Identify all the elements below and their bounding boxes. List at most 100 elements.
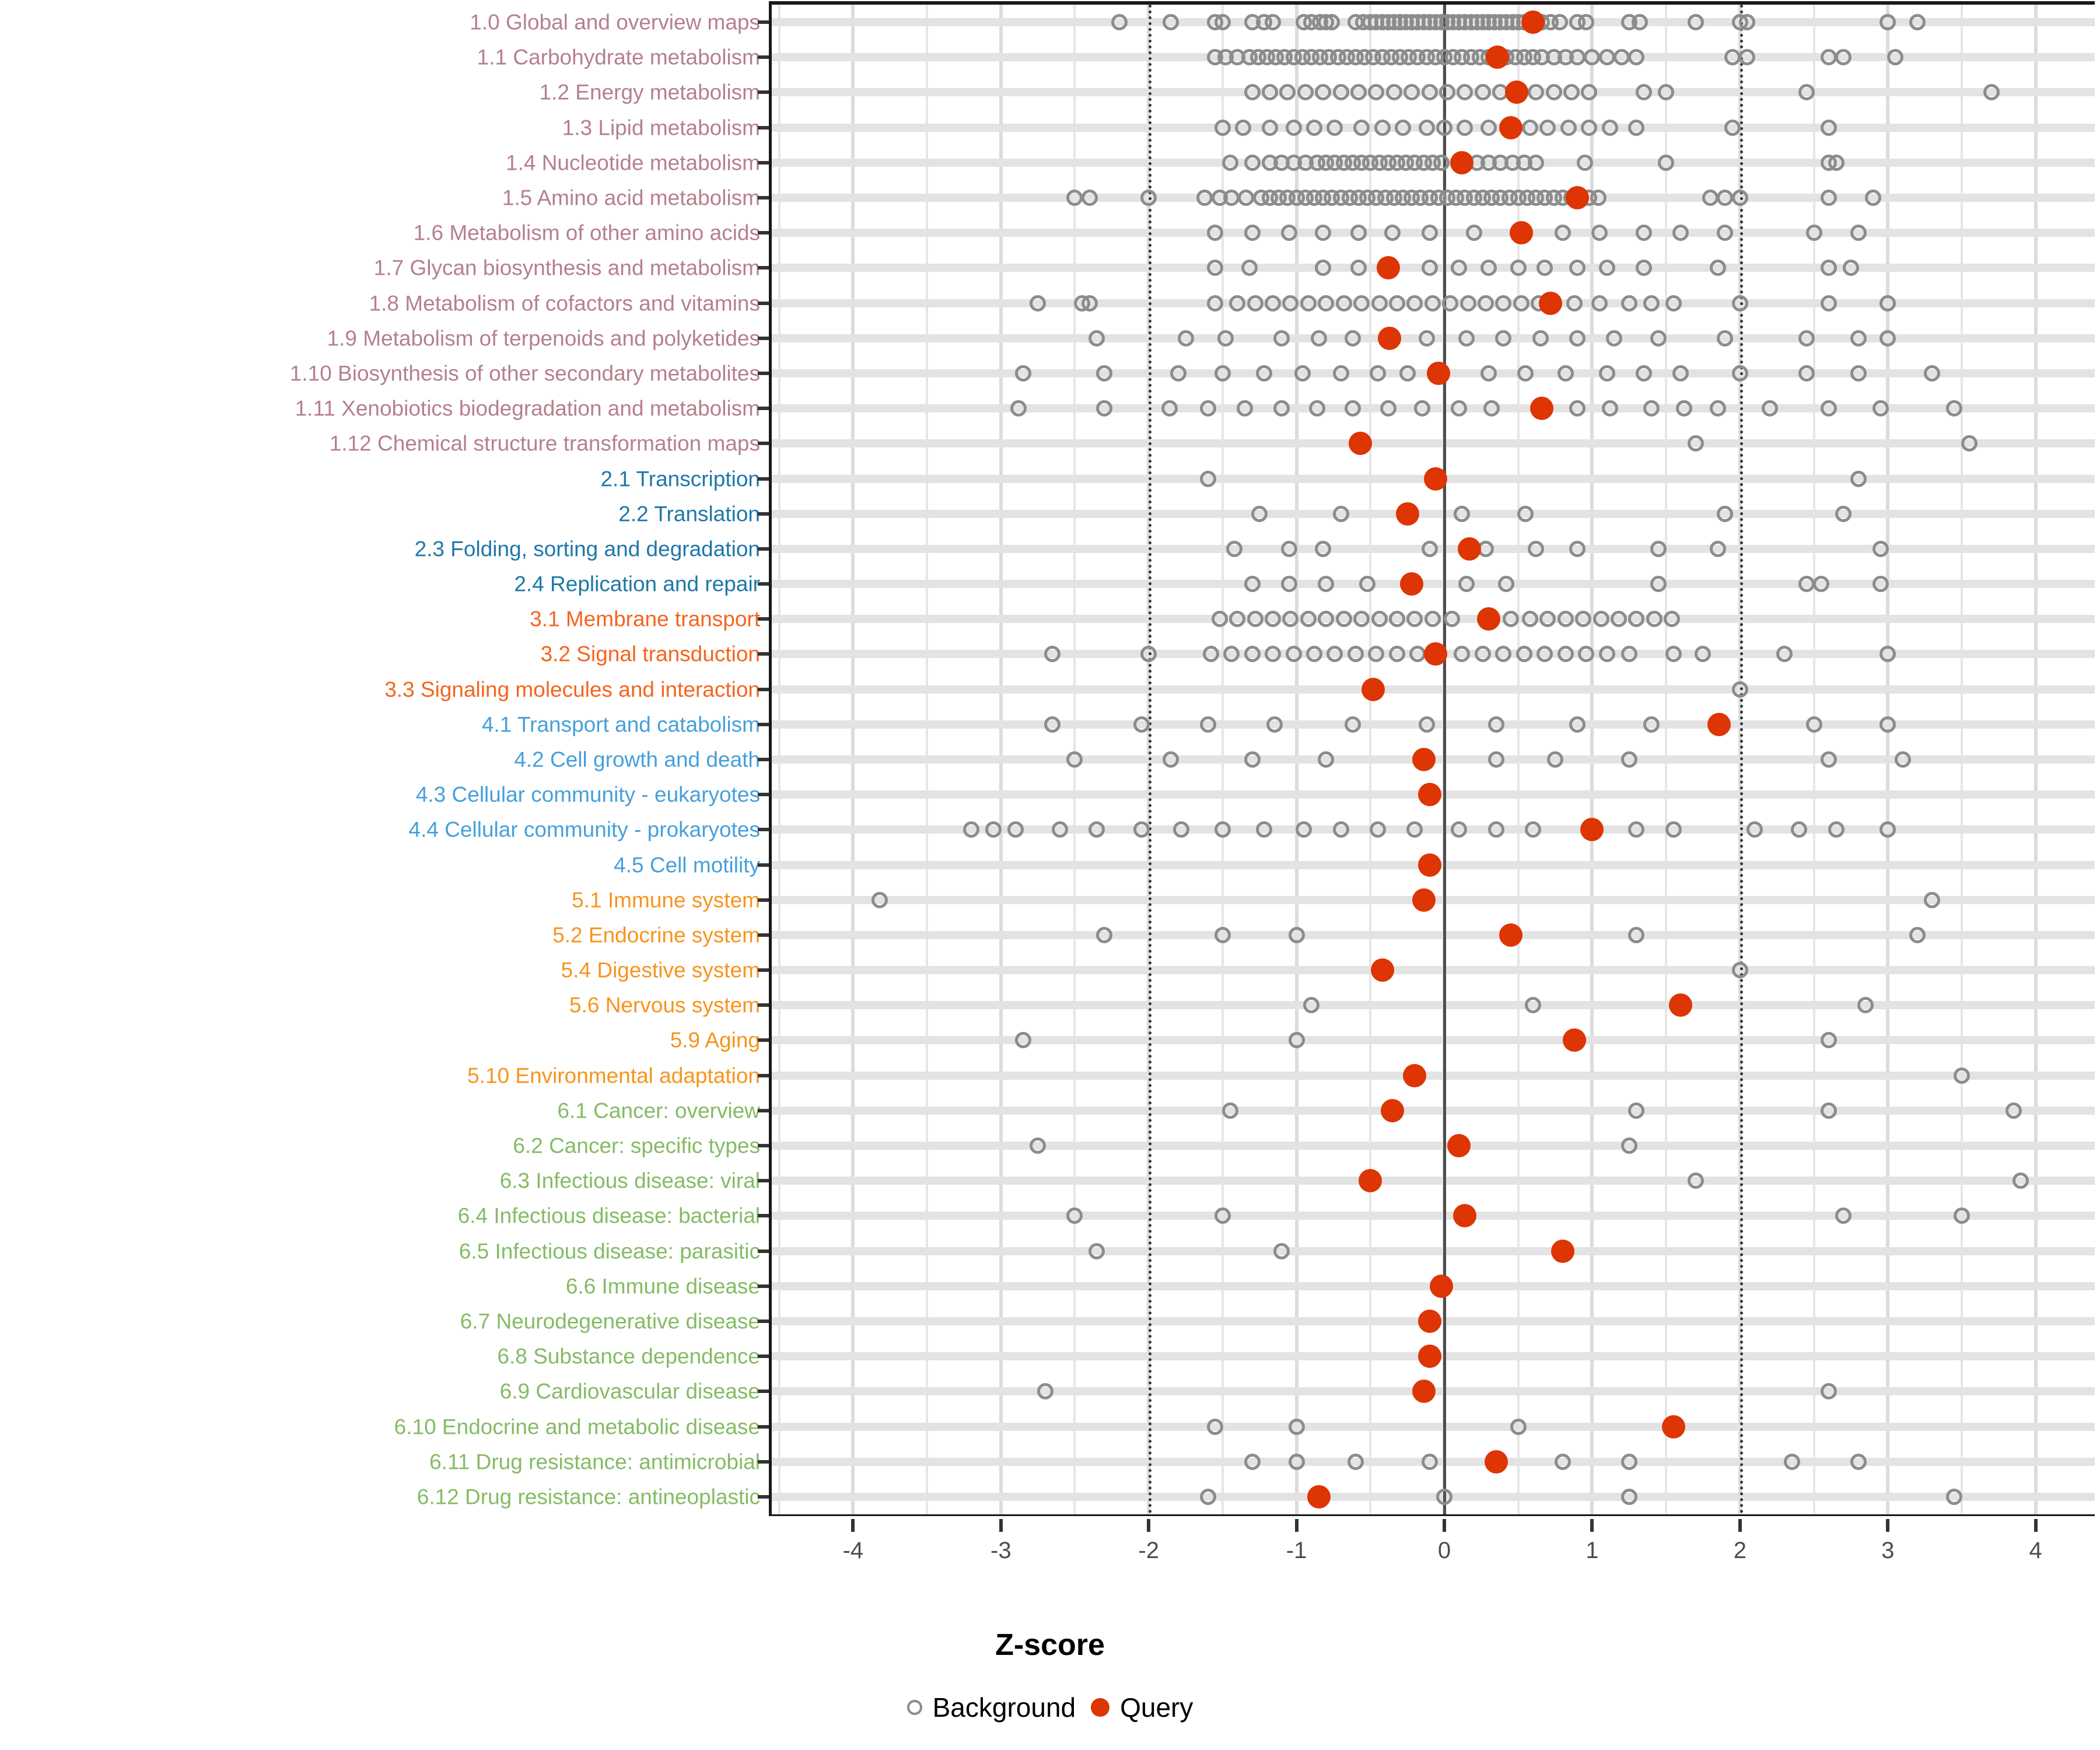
background-point (1739, 14, 1756, 31)
background-point (1244, 84, 1261, 101)
background-point (1474, 646, 1491, 663)
y-axis-tick (758, 336, 771, 340)
background-point (1557, 611, 1574, 628)
background-point (1521, 611, 1538, 628)
background-point (1620, 751, 1637, 768)
y-axis-label: 1.7 Glycan biosynthesis and metabolism (373, 256, 760, 280)
background-point (1037, 1383, 1054, 1400)
background-point (1717, 190, 1734, 206)
background-point (1628, 119, 1645, 136)
background-point (871, 891, 888, 908)
background-point (1717, 505, 1734, 522)
y-axis-label: 6.1 Cancer: overview (557, 1098, 760, 1123)
background-point (1347, 1453, 1364, 1470)
query-point (1566, 186, 1590, 210)
y-axis-label: 1.11 Xenobiotics biodegradation and meta… (295, 396, 760, 421)
background-point (1717, 225, 1734, 242)
x-axis-tick-label: -2 (1138, 1538, 1159, 1563)
background-point (1880, 716, 1896, 733)
background-point (1717, 330, 1734, 346)
background-point (1161, 400, 1178, 417)
background-point (1332, 84, 1349, 101)
background-point (1636, 225, 1653, 242)
background-point (1658, 84, 1675, 101)
background-point (1214, 1208, 1231, 1224)
query-point (1539, 291, 1563, 315)
background-point (1241, 260, 1258, 276)
background-point (1835, 505, 1852, 522)
background-point (1226, 540, 1243, 557)
legend-item-background: Background (907, 1692, 1076, 1723)
background-point (1643, 400, 1660, 417)
background-point (1266, 716, 1283, 733)
background-point (1909, 14, 1926, 31)
background-point (1457, 119, 1474, 136)
background-point (1517, 365, 1534, 382)
background-point (1488, 751, 1504, 768)
background-point (1525, 821, 1542, 838)
background-point (1576, 154, 1593, 171)
background-point (1096, 365, 1113, 382)
background-point (1457, 84, 1474, 101)
background-point (1532, 330, 1549, 346)
background-point (1628, 926, 1645, 943)
background-point (1709, 260, 1726, 276)
background-point (1513, 295, 1530, 312)
background-point (1528, 540, 1545, 557)
background-point (1820, 1102, 1837, 1119)
background-point (1300, 611, 1317, 628)
row-band (772, 1036, 2095, 1045)
y-axis-label: 5.1 Immune system (572, 888, 760, 912)
background-point (1946, 1488, 1963, 1505)
background-point (1620, 1488, 1637, 1505)
y-axis-tick (758, 231, 771, 235)
panel-border-top (772, 1, 2095, 5)
background-point (1066, 1208, 1083, 1224)
background-point (1207, 225, 1224, 242)
background-point (1465, 225, 1482, 242)
reference-line-dotted (1740, 5, 1743, 1514)
background-point (1229, 611, 1246, 628)
background-point (1318, 295, 1335, 312)
background-point (1539, 119, 1556, 136)
background-point (1285, 646, 1302, 663)
background-point (1554, 225, 1571, 242)
background-point (1828, 154, 1845, 171)
background-point (1628, 611, 1645, 628)
background-point (1591, 225, 1608, 242)
background-point (1521, 119, 1538, 136)
x-axis-tick-label: 0 (1437, 1538, 1451, 1563)
background-point (1350, 260, 1367, 276)
background-point (1601, 400, 1618, 417)
query-point (1418, 1309, 1441, 1333)
background-point (1528, 84, 1545, 101)
background-point (1096, 926, 1113, 943)
background-point (1088, 1242, 1105, 1259)
background-point (1480, 365, 1497, 382)
x-axis-tick-label: 1 (1586, 1538, 1599, 1563)
background-point (1294, 365, 1311, 382)
y-axis-label: 1.4 Nucleotide metabolism (506, 150, 760, 175)
background-point (1731, 365, 1748, 382)
background-point (1598, 260, 1615, 276)
query-point (1418, 783, 1441, 807)
background-point (1315, 84, 1332, 101)
background-point (1406, 611, 1423, 628)
y-axis-tick (758, 55, 771, 60)
background-point (1458, 330, 1475, 346)
background-point (1578, 14, 1595, 31)
background-point (1406, 295, 1423, 312)
query-point (1370, 958, 1394, 982)
background-point (1835, 1208, 1852, 1224)
query-point (1359, 1169, 1382, 1193)
row-band (772, 1422, 2095, 1431)
background-point (1318, 576, 1335, 593)
background-point (1199, 716, 1216, 733)
background-point (1096, 400, 1113, 417)
query-point (1499, 116, 1523, 139)
query-point (1453, 1204, 1477, 1228)
background-point (1044, 646, 1061, 663)
background-point (1199, 1488, 1216, 1505)
background-point (1614, 49, 1630, 66)
